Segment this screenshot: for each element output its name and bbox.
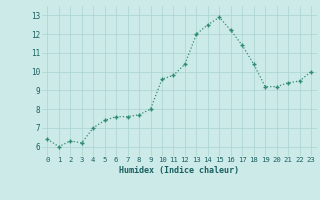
X-axis label: Humidex (Indice chaleur): Humidex (Indice chaleur) bbox=[119, 166, 239, 175]
